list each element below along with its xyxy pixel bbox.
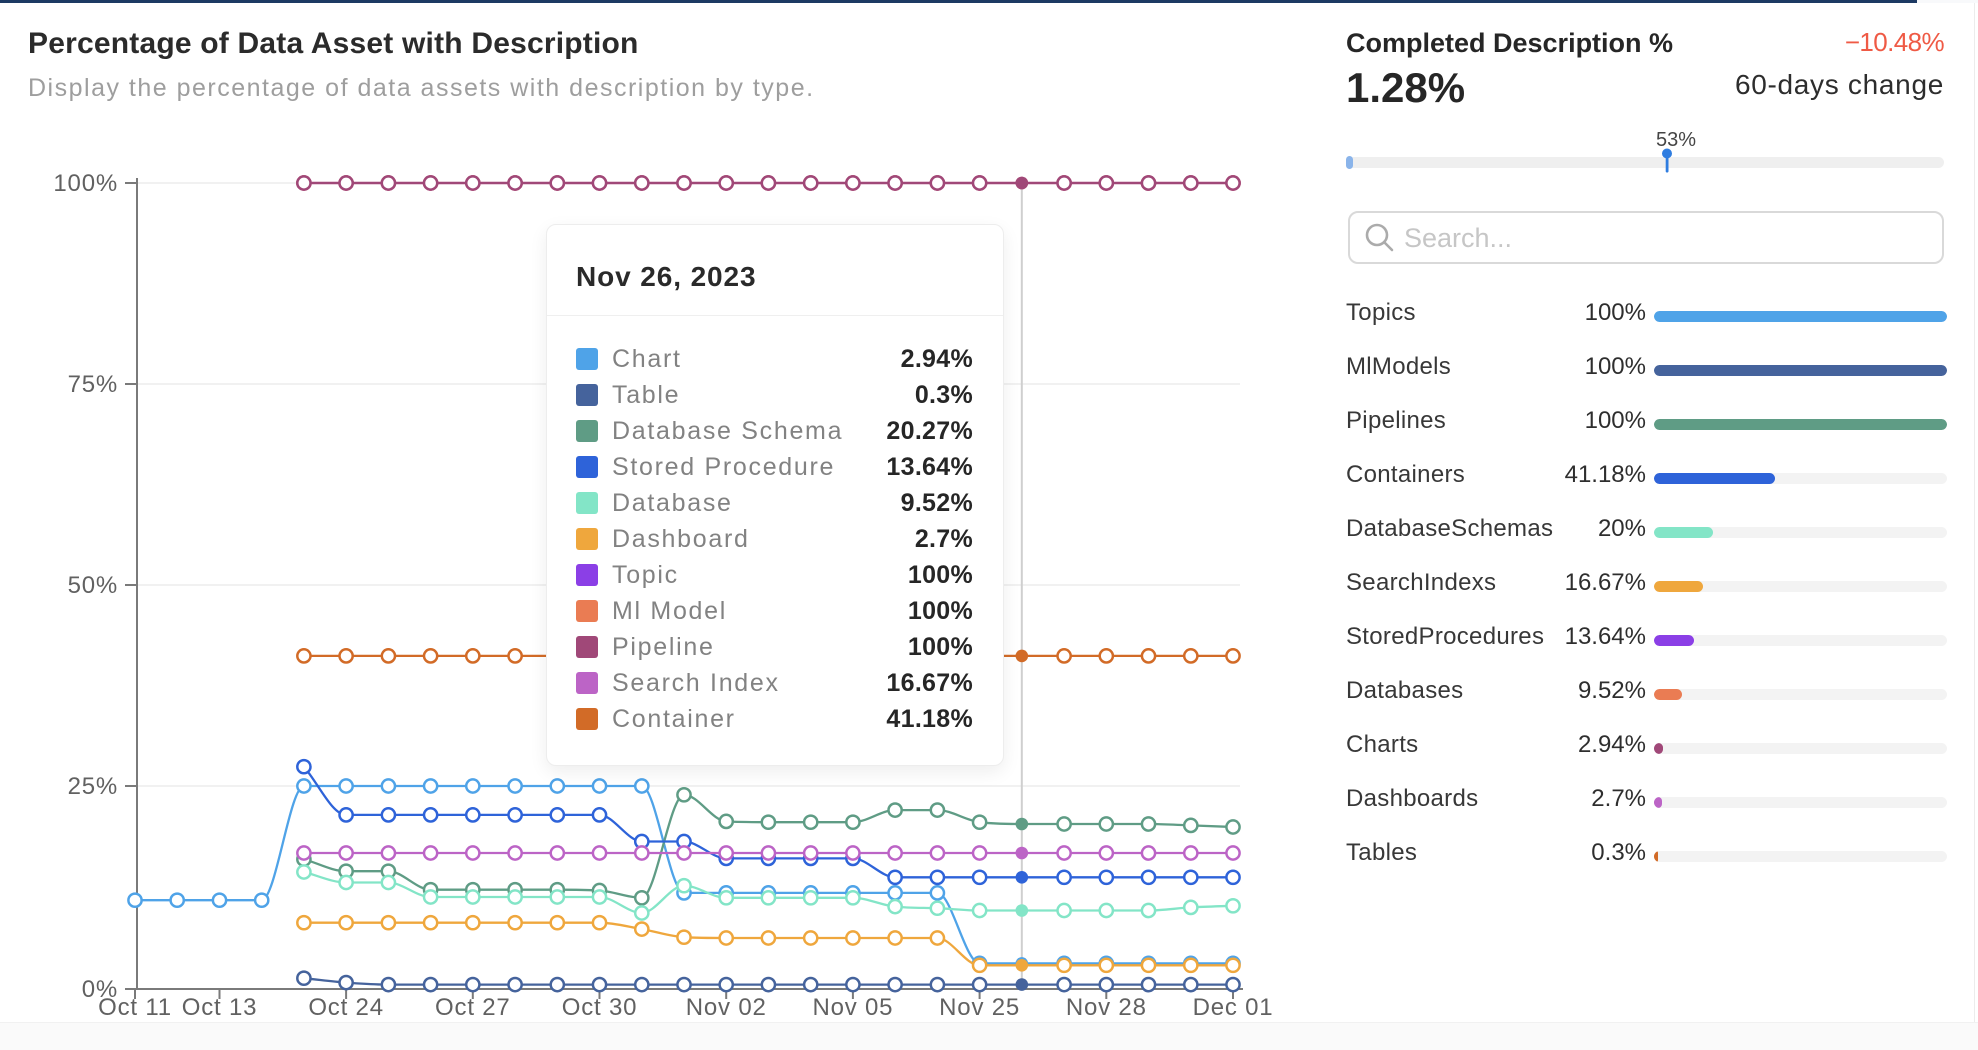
svg-text:Nov 05: Nov 05	[812, 994, 893, 1021]
svg-text:Oct 27: Oct 27	[435, 994, 511, 1021]
svg-text:Oct 24: Oct 24	[308, 994, 384, 1021]
svg-text:100%: 100%	[53, 170, 118, 197]
svg-text:Oct 13: Oct 13	[182, 994, 258, 1021]
svg-text:75%: 75%	[68, 371, 118, 398]
svg-text:Oct 11: Oct 11	[98, 994, 172, 1021]
svg-text:Nov 02: Nov 02	[686, 994, 767, 1021]
svg-text:50%: 50%	[68, 572, 118, 599]
svg-text:Oct 30: Oct 30	[562, 994, 638, 1021]
svg-text:Dec 01: Dec 01	[1193, 994, 1274, 1021]
svg-text:Nov 28: Nov 28	[1066, 994, 1147, 1021]
svg-text:0%: 0%	[82, 976, 118, 1003]
svg-text:Nov 25: Nov 25	[939, 994, 1020, 1021]
svg-text:25%: 25%	[68, 773, 118, 800]
